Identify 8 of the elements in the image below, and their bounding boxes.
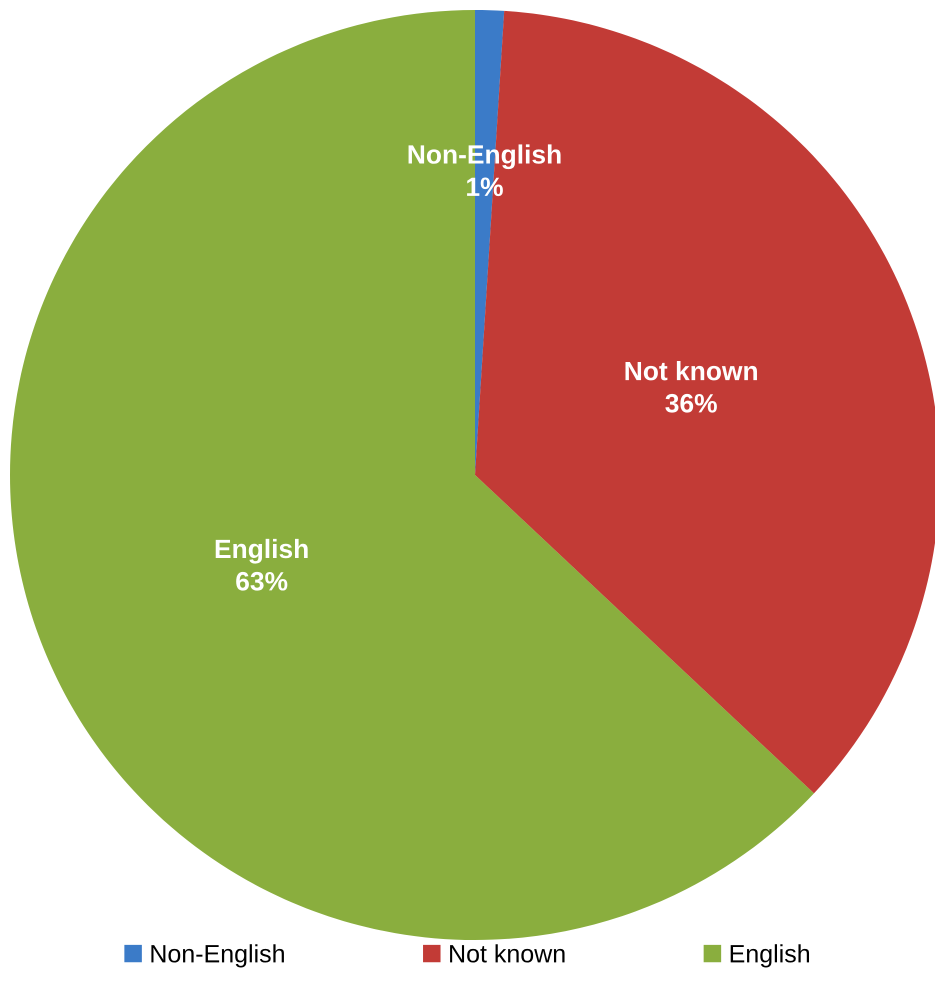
data-label: 36% [665, 394, 717, 413]
data-label: 63% [236, 572, 288, 591]
legend-label: Not known [450, 944, 565, 963]
slice-label: Not known [626, 360, 757, 380]
data-label: 1% [467, 178, 503, 196]
legend-label: English [730, 944, 810, 968]
legend-label: Non-English [151, 944, 284, 968]
slice-label: English [216, 538, 308, 564]
